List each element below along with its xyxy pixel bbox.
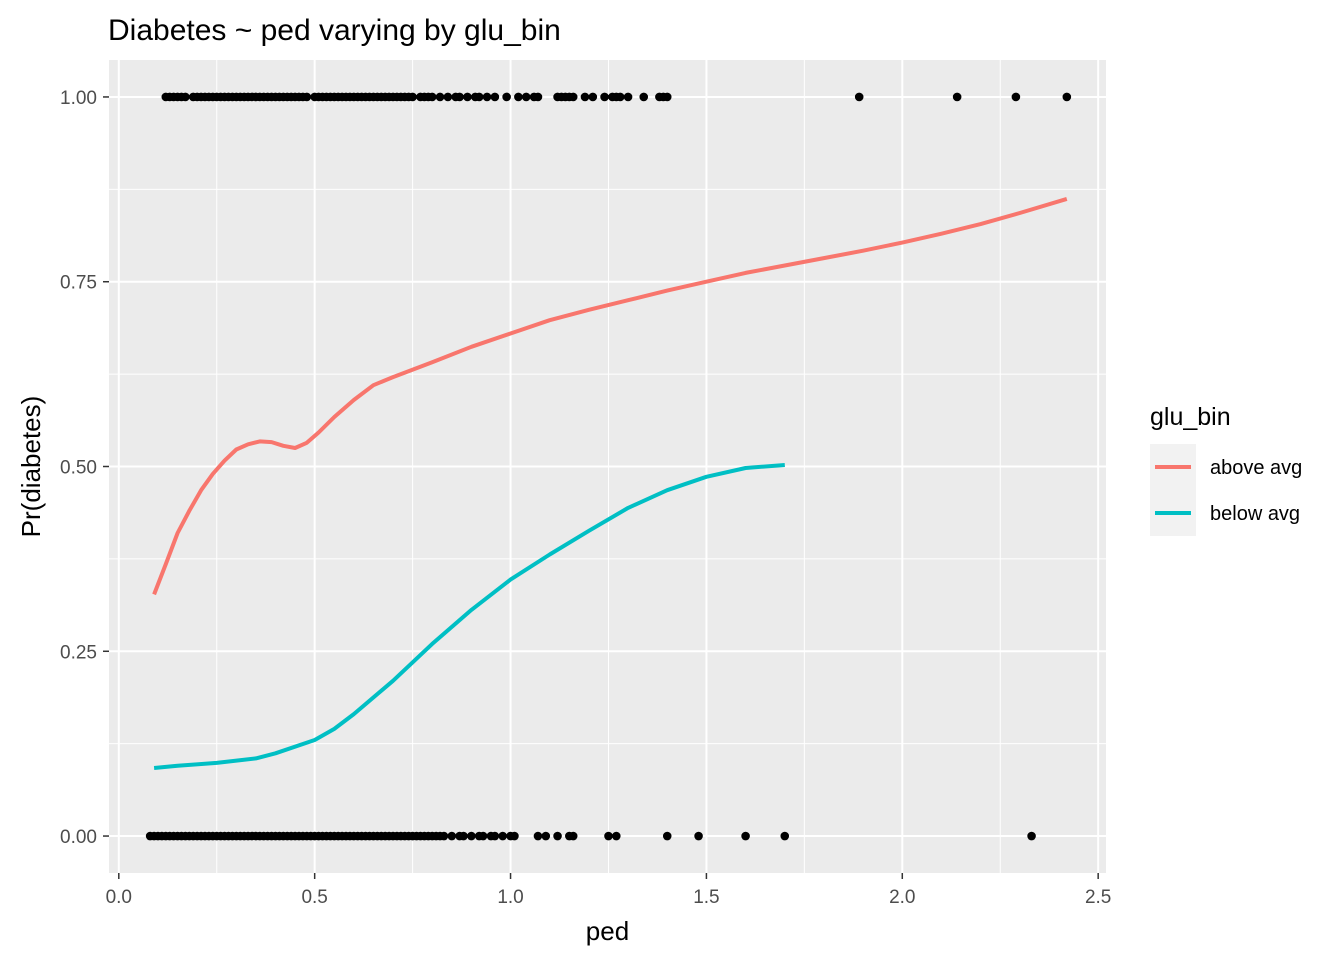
data-point-diabetes-0 xyxy=(459,831,468,841)
y-tick-label: 1.00 xyxy=(60,88,97,109)
data-point-diabetes-0 xyxy=(612,831,621,841)
y-axis-title: Pr(diabetes) xyxy=(16,396,46,538)
data-point-diabetes-1 xyxy=(435,92,445,102)
data-point-diabetes-0 xyxy=(447,831,457,841)
data-point-diabetes-1 xyxy=(427,92,437,102)
data-point-diabetes-1 xyxy=(533,92,543,102)
data-point-diabetes-0 xyxy=(568,831,578,841)
data-point-diabetes-1 xyxy=(1062,92,1072,102)
data-point-diabetes-1 xyxy=(514,92,523,102)
data-point-diabetes-1 xyxy=(181,92,190,102)
data-point-diabetes-1 xyxy=(463,92,472,102)
y-tick-label: 0.50 xyxy=(60,458,97,479)
data-point-diabetes-1 xyxy=(521,92,531,102)
data-point-diabetes-0 xyxy=(510,831,519,841)
data-point-diabetes-1 xyxy=(854,92,864,102)
series-line-above-avg xyxy=(152,196,1068,596)
data-point-diabetes-1 xyxy=(502,92,511,102)
data-points xyxy=(145,92,1072,841)
x-tick-label: 0.0 xyxy=(106,887,132,908)
chart-title: Diabetes ~ ped varying by glu_bin xyxy=(108,14,561,47)
data-point-diabetes-0 xyxy=(553,831,562,841)
data-point-diabetes-1 xyxy=(639,92,649,102)
data-point-diabetes-0 xyxy=(498,831,508,841)
data-point-diabetes-1 xyxy=(455,92,464,102)
data-point-diabetes-1 xyxy=(302,92,312,102)
series-lines xyxy=(152,196,1068,770)
data-point-diabetes-1 xyxy=(490,92,500,102)
y-tick-label: 0.00 xyxy=(60,827,97,848)
data-point-diabetes-1 xyxy=(952,92,962,102)
data-point-diabetes-0 xyxy=(694,831,703,841)
data-point-diabetes-0 xyxy=(439,831,449,841)
data-point-diabetes-1 xyxy=(600,92,609,102)
y-tick-label: 0.25 xyxy=(60,642,97,663)
x-tick-label: 2.0 xyxy=(889,887,915,908)
data-point-diabetes-0 xyxy=(533,831,543,841)
data-point-diabetes-1 xyxy=(408,92,417,102)
data-point-diabetes-0 xyxy=(662,831,672,841)
data-point-diabetes-0 xyxy=(478,831,488,841)
series-line-below-avg xyxy=(153,463,785,770)
data-point-diabetes-1 xyxy=(482,92,492,102)
data-point-diabetes-0 xyxy=(741,831,750,841)
legend: glu_bin above avg below avg xyxy=(1150,403,1302,536)
data-point-diabetes-0 xyxy=(467,831,476,841)
data-point-diabetes-1 xyxy=(580,92,590,102)
y-axis: 0.00 0.25 0.50 0.75 1.00 xyxy=(60,88,109,848)
x-tick-label: 1.0 xyxy=(497,887,523,908)
data-point-diabetes-0 xyxy=(1027,831,1036,841)
x-tick-label: 0.5 xyxy=(301,887,327,908)
data-point-diabetes-0 xyxy=(541,831,551,841)
y-tick-label: 0.75 xyxy=(60,273,97,294)
data-point-diabetes-1 xyxy=(443,92,453,102)
x-axis-title: ped xyxy=(586,916,629,946)
legend-title: glu_bin xyxy=(1150,403,1231,431)
data-point-diabetes-1 xyxy=(615,92,625,102)
x-tick-label: 2.5 xyxy=(1085,887,1111,908)
data-point-diabetes-0 xyxy=(490,831,500,841)
x-axis: 0.0 0.5 1.0 1.5 2.0 2.5 xyxy=(106,873,1111,908)
legend-label-above-avg: above avg xyxy=(1210,457,1302,479)
data-point-diabetes-1 xyxy=(588,92,598,102)
data-point-diabetes-1 xyxy=(568,92,578,102)
data-point-diabetes-0 xyxy=(604,831,613,841)
data-point-diabetes-1 xyxy=(1011,92,1021,102)
x-tick-label: 1.5 xyxy=(693,887,719,908)
data-point-diabetes-1 xyxy=(662,92,672,102)
data-point-diabetes-1 xyxy=(474,92,484,102)
data-point-diabetes-1 xyxy=(623,92,633,102)
data-point-diabetes-0 xyxy=(780,831,790,841)
legend-label-below-avg: below avg xyxy=(1210,503,1300,525)
